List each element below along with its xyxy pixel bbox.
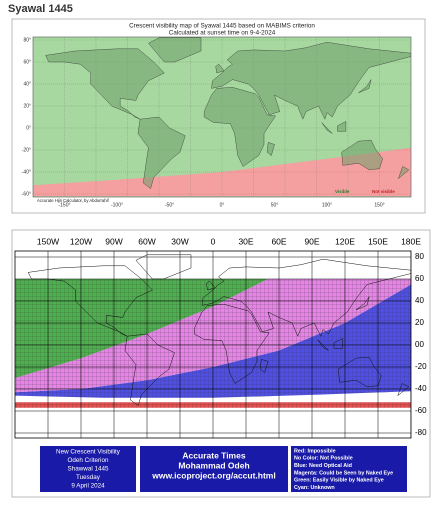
map1: [33, 37, 411, 197]
y-label: 0°: [26, 125, 31, 131]
lat-label: -60: [415, 406, 427, 415]
y-label: 60°: [23, 59, 31, 65]
legend-line: Green: Easily Visible by Naked Eye: [294, 478, 384, 484]
lat-label: -20: [415, 362, 427, 371]
legend-line: Blue: Need Optical Aid: [294, 463, 352, 469]
times-line: Accurate Times: [182, 450, 245, 460]
legend-not-visible: Not visible: [372, 189, 395, 194]
land: [211, 41, 411, 120]
info-line: Tuesday: [76, 474, 101, 481]
legend-box: [291, 446, 407, 492]
x-label: -100°: [111, 202, 123, 208]
lon-label: 60W: [138, 236, 155, 246]
map1-border: [32, 36, 412, 198]
info-line: 9 April 2024: [71, 483, 105, 490]
legend-line: Cyan: Unknown: [294, 485, 335, 491]
times-box: [140, 446, 288, 492]
x-label: -150°: [58, 202, 70, 208]
lat-label: -40: [415, 384, 427, 393]
land: [358, 79, 372, 93]
y-label: -40°: [22, 169, 31, 175]
land: [215, 63, 225, 74]
land: [397, 383, 410, 397]
land: [206, 280, 216, 291]
lon-label: 150W: [37, 236, 59, 246]
x-label: -50°: [165, 202, 174, 208]
lon-label: 150E: [368, 236, 388, 246]
land: [148, 37, 202, 63]
map1-title: Crescent visibility map of Syawal 1445 b…: [129, 23, 315, 30]
map1-title: Calculated at sunset time on 9-4-2024: [169, 30, 276, 37]
credit: Accurate Hijri Calculator, by Abdurrahif: [37, 198, 110, 203]
land: [333, 337, 344, 349]
y-label: 20°: [23, 103, 31, 109]
times-line: Mohammad Odeh: [178, 460, 249, 470]
y-label: 40°: [23, 81, 31, 87]
x-label: 50°: [271, 202, 279, 208]
legend-line: Red: Impossible: [294, 448, 336, 454]
lat-label: 20: [415, 318, 424, 327]
land: [203, 87, 276, 167]
lon-label: 30E: [238, 236, 253, 246]
legend-line: No Color: Not Possible: [294, 456, 353, 462]
y-label: 80°: [23, 37, 31, 43]
land: [397, 166, 410, 180]
land: [194, 304, 270, 384]
land: [201, 258, 411, 337]
y-label: -60°: [22, 191, 31, 197]
info-line: New Crescent Visibility: [56, 449, 121, 456]
land: [337, 121, 347, 132]
legend-line: Magenta: Could be Seen by Naked Eye: [294, 470, 393, 476]
times-line: www.icoproject.org/accut.html: [151, 470, 275, 480]
heading: Syawal 1445: [8, 3, 73, 15]
lon-label: 120W: [70, 236, 92, 246]
land: [338, 356, 382, 388]
legend-visible: Visible: [335, 189, 350, 194]
x-label: 100°: [322, 202, 332, 208]
lat-label: 60: [415, 274, 424, 283]
lat-label: 40: [415, 296, 424, 305]
lon-label: 90W: [105, 236, 122, 246]
land: [321, 122, 333, 134]
y-label: -20°: [22, 147, 31, 153]
x-label: 150°: [374, 202, 384, 208]
land: [260, 358, 269, 373]
lon-label: 120E: [335, 236, 355, 246]
lon-label: 90E: [304, 236, 319, 246]
info-box: [40, 446, 136, 492]
lat-label: 00: [415, 340, 424, 349]
info-line: Shawwal 1445: [68, 466, 109, 473]
lon-label: 180E: [401, 236, 421, 246]
info-line: Odeh Criterion: [68, 457, 109, 464]
land: [341, 139, 383, 171]
lon-label: 30W: [171, 236, 188, 246]
land: [45, 48, 165, 120]
land: [355, 296, 370, 311]
x-label: 0°: [220, 202, 225, 208]
land: [137, 116, 186, 189]
map2: [15, 251, 411, 438]
land: [266, 142, 275, 156]
lon-label: 0: [211, 236, 216, 246]
lat-label: 80: [415, 252, 424, 261]
lon-label: 60E: [271, 236, 286, 246]
map2-border: [14, 250, 412, 439]
lat-label: -80: [415, 428, 427, 437]
